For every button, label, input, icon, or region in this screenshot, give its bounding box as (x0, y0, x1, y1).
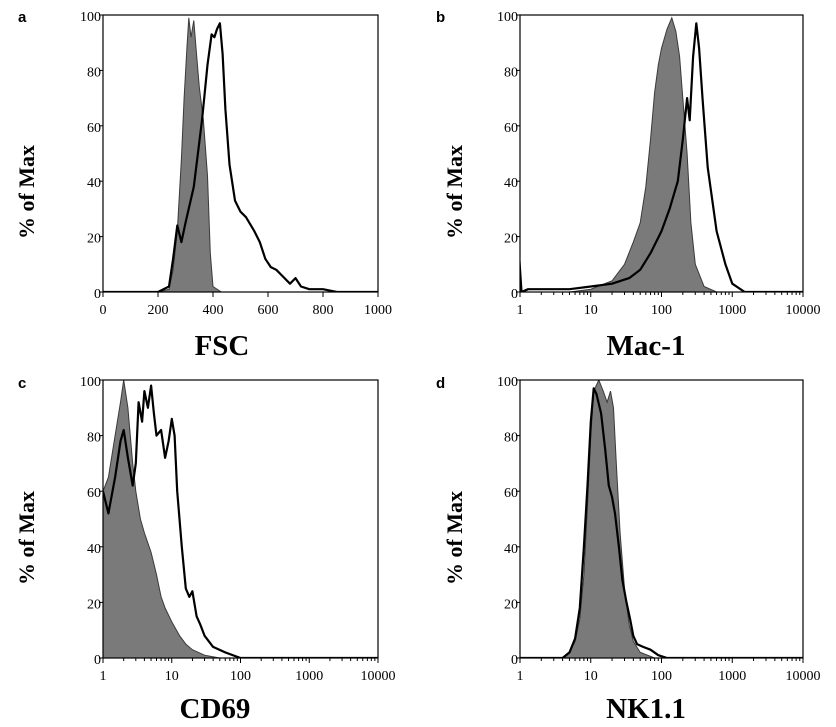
x-tick-label: 10 (165, 669, 179, 684)
panel-letter: c (18, 375, 26, 392)
y-axis-title: % of Max (442, 145, 467, 239)
x-tick-label: 10000 (361, 669, 396, 684)
y-axis-title: % of Max (14, 491, 39, 585)
y-tick-label: 0 (94, 653, 101, 668)
y-tick-label: 60 (504, 486, 518, 501)
y-axis-title: % of Max (442, 491, 467, 585)
x-tick-label: 1 (517, 669, 524, 684)
y-tick-label: 100 (80, 375, 101, 390)
y-tick-label: 60 (504, 121, 518, 136)
panel-letter: a (18, 9, 27, 26)
y-tick-label: 100 (497, 10, 518, 25)
x-tick-label: 100 (651, 303, 672, 318)
x-axis-title: Mac-1 (607, 330, 686, 362)
series-filled-d (520, 380, 803, 658)
y-tick-label: 80 (504, 65, 518, 80)
y-tick-label: 60 (87, 486, 101, 501)
series-outline-b (520, 22, 803, 292)
y-tick-label: 0 (511, 287, 518, 302)
x-tick-label: 1000 (718, 669, 746, 684)
series-filled-c (103, 380, 378, 658)
y-tick-label: 0 (94, 287, 101, 302)
y-tick-label: 100 (80, 10, 101, 25)
y-tick-label: 20 (87, 597, 101, 612)
x-tick-label: 400 (203, 303, 224, 318)
x-tick-label: 100 (651, 669, 672, 684)
y-tick-label: 80 (87, 431, 101, 446)
x-axis-title: CD69 (180, 693, 251, 725)
panel-b: 1 10 100 1000 10000 0 20 40 60 80 100 b Mac-1 % of Ma… (436, 9, 821, 362)
x-axis-title: NK1.1 (606, 693, 686, 725)
series-outline-d (520, 387, 803, 658)
x-tick-label: 10000 (786, 669, 821, 684)
x-axis-title: FSC (195, 330, 250, 362)
series-filled-b (520, 16, 803, 292)
x-tick-label: 1000 (718, 303, 746, 318)
x-tick-label: 200 (148, 303, 169, 318)
x-tick-label: 10 (584, 669, 598, 684)
y-tick-label: 100 (497, 375, 518, 390)
y-tick-label: 80 (504, 431, 518, 446)
y-tick-label: 40 (504, 542, 518, 557)
y-tick-label: 20 (504, 232, 518, 247)
y-axis-title: % of Max (14, 145, 39, 239)
x-tick-label: 10 (584, 303, 598, 318)
y-tick-label: 40 (87, 542, 101, 557)
series-filled-a (103, 17, 378, 292)
panel-d: 1 10 100 1000 10000 0 20 40 60 80 100 d NK1.1 % of Ma… (436, 375, 821, 725)
x-tick-label: 10000 (786, 303, 821, 318)
y-tick-label: 20 (504, 597, 518, 612)
y-tick-label: 80 (87, 65, 101, 80)
x-tick-label: 1000 (295, 669, 323, 684)
x-tick-label: 1 (517, 303, 524, 318)
y-tick-label: 0 (511, 653, 518, 668)
x-tick-label: 1000 (364, 303, 392, 318)
panel-a: 0 200 400 600 800 1000 0 20 40 60 80 100 a FSC % of Ma… (14, 9, 392, 362)
plot-frame-d (519, 379, 804, 659)
panel-letter: b (436, 9, 445, 26)
x-tick-label: 1 (100, 669, 107, 684)
plot-frame-a (102, 14, 379, 293)
x-tick-label: 600 (258, 303, 279, 318)
panel-c: 1 10 100 1000 10000 0 20 40 60 80 100 c CD69 % of Max (14, 375, 396, 725)
y-tick-label: 40 (87, 176, 101, 191)
y-tick-label: 20 (87, 232, 101, 247)
series-outline-a (103, 22, 378, 292)
y-tick-label: 40 (504, 176, 518, 191)
x-tick-label: 0 (100, 303, 107, 318)
x-tick-label: 800 (313, 303, 334, 318)
y-tick-label: 60 (87, 121, 101, 136)
series-outline-c (103, 384, 378, 658)
x-tick-label: 100 (230, 669, 251, 684)
panel-letter: d (436, 375, 445, 392)
